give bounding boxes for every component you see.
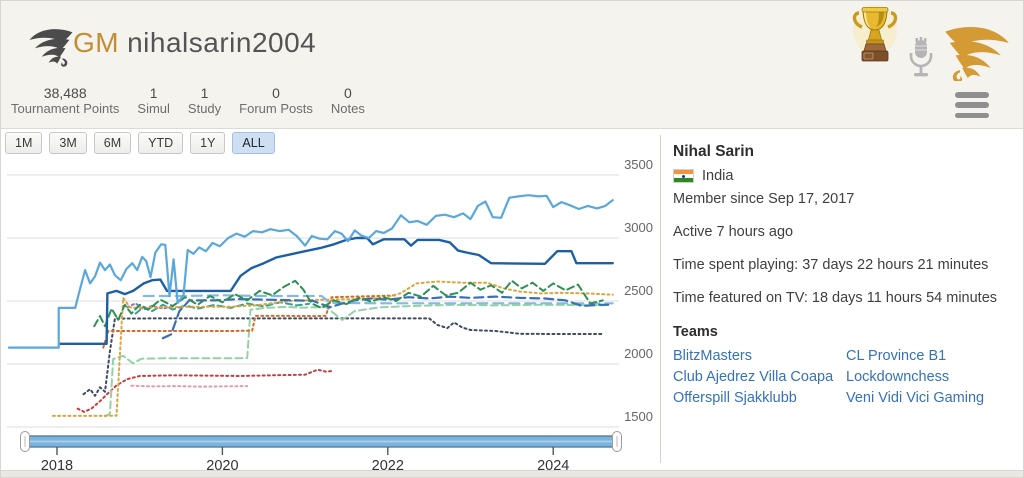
profile-header: GM nihalsarin2004 38,488 Tournament Point…: [1, 1, 1023, 129]
site-logo-wing-icon: [29, 29, 73, 67]
series-light-blue-solid: [7, 194, 614, 349]
stat-notes: 0 Notes: [330, 85, 365, 116]
profile-stats: 38,488 Tournament Points 1 Simul 1 Study…: [11, 85, 365, 117]
country-row: India: [673, 168, 1017, 184]
page-title: GM nihalsarin2004: [73, 27, 316, 59]
series-pink-dotted: [130, 384, 249, 388]
y-axis-label: 3500: [624, 159, 653, 172]
stat-simul: 1 Simul: [137, 85, 170, 116]
last-active: Active 7 hours ago: [673, 224, 794, 240]
series-light-blue-dashed: [142, 294, 614, 305]
team-link[interactable]: Club Ajedrez Villa Coapa: [673, 369, 834, 385]
stat-study: 1 Study: [187, 85, 222, 116]
team-link[interactable]: Veni Vidi Vici Gaming: [846, 390, 985, 406]
time-featured-tv: Time featured on TV: 18 days 11 hours 54…: [673, 290, 998, 306]
range-button-ytd[interactable]: YTD: [138, 132, 184, 154]
range-button-1m[interactable]: 1M: [5, 132, 43, 154]
player-title-badge: GM: [73, 27, 120, 58]
team-link[interactable]: Lockdownchess: [846, 369, 950, 385]
pane-divider: [660, 135, 661, 463]
rating-history-chart[interactable]: 3500 3000 2500 2000 1500 2018 2020 2022 2024: [1, 157, 659, 478]
y-axis-label: 3000: [624, 220, 653, 235]
india-flag-icon: [673, 169, 694, 183]
flair-wing-icon[interactable]: [943, 23, 1011, 81]
range-button-6m[interactable]: 6M: [93, 132, 132, 154]
y-axis-label: 2500: [624, 283, 653, 298]
time-spent-playing: Time spent playing: 37 days 22 hours 21 …: [673, 257, 989, 273]
team-link[interactable]: CL Province B1: [846, 348, 947, 364]
range-button-1y[interactable]: 1Y: [190, 132, 226, 154]
range-button-all[interactable]: ALL: [232, 132, 275, 154]
series-light-green-dashed: [104, 303, 604, 418]
username: nihalsarin2004: [127, 27, 317, 58]
series-gold-dotted: [51, 280, 614, 417]
series-navy-dotted: [82, 317, 604, 397]
y-axis-label: 2000: [624, 346, 653, 361]
range-button-3m[interactable]: 3M: [49, 132, 87, 154]
series-dark-orange-dotted: [102, 294, 398, 349]
profile-info-panel: Nihal Sarin India Member since Sep 17, 2…: [673, 143, 1017, 406]
series-teal-dashed: [134, 301, 311, 315]
series-purple-dotted: [126, 302, 174, 311]
microphone-icon[interactable]: [906, 37, 936, 79]
member-since: Member since Sep 17, 2017: [673, 191, 855, 207]
time-range-buttons: 1M 3M 6M YTD 1Y ALL: [5, 132, 275, 154]
bottom-strip: [1, 470, 1023, 477]
series-medium-blue-dashed: [161, 295, 614, 340]
trophy-icon[interactable]: [852, 4, 898, 72]
stat-forum-posts: 0 Forum Posts: [239, 85, 313, 116]
menu-icon[interactable]: [955, 92, 989, 118]
teams-heading: Teams: [673, 324, 718, 340]
team-link[interactable]: Offerspill Sjakklubb: [673, 390, 797, 406]
y-axis-label: 1500: [624, 409, 653, 424]
series-dark-blue-solid: [59, 236, 614, 346]
country-name: India: [702, 168, 734, 184]
series-red-dotted: [76, 368, 335, 413]
team-link[interactable]: BlitzMasters: [673, 348, 752, 364]
stat-tournament-points: 38,488 Tournament Points: [11, 85, 120, 116]
teams-list: BlitzMasters CL Province B1 Club Ajedrez…: [673, 348, 1017, 406]
player-full-name: Nihal Sarin: [673, 143, 754, 160]
series-green-dashed: [93, 279, 604, 328]
